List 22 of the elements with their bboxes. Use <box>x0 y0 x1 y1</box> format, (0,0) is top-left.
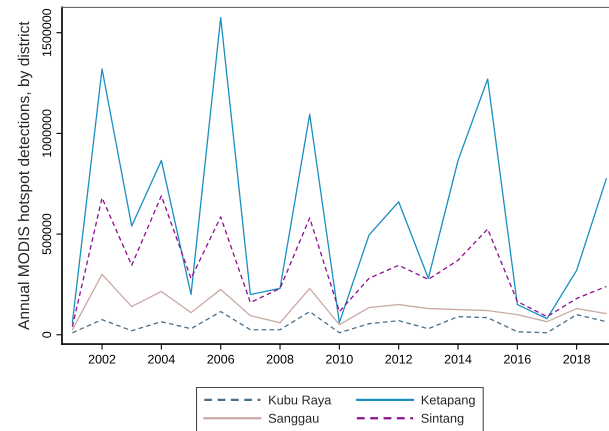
x-tick-label: 2016 <box>504 354 531 364</box>
x-tick-label: 2018 <box>563 354 590 364</box>
y-axis-title: Annual MODIS hotspot detections, by district <box>18 21 32 330</box>
x-tick-label: 2008 <box>266 354 294 364</box>
y-tick-label: 0 <box>42 332 52 338</box>
x-tick-label: 2006 <box>207 354 234 364</box>
legend-label: Kubu Raya <box>269 395 332 408</box>
line-series <box>72 16 607 324</box>
x-tick-label: 2010 <box>326 354 353 364</box>
line-series <box>72 274 607 330</box>
x-tick-label: 2012 <box>385 354 412 364</box>
line-series <box>72 310 607 334</box>
line-series <box>72 195 607 328</box>
legend-label: Sintang <box>421 413 464 426</box>
legend-label: Ketapang <box>422 396 475 408</box>
y-tick-label: 1500000 <box>42 8 52 56</box>
x-tick-label: 2004 <box>148 354 175 364</box>
y-tick-label: 500000 <box>42 214 52 254</box>
x-tick-label: 2002 <box>88 354 116 364</box>
x-tick-label: 2014 <box>444 354 472 364</box>
y-tick-label: 1000000 <box>42 110 52 157</box>
legend-label: Sanggau <box>268 414 318 426</box>
